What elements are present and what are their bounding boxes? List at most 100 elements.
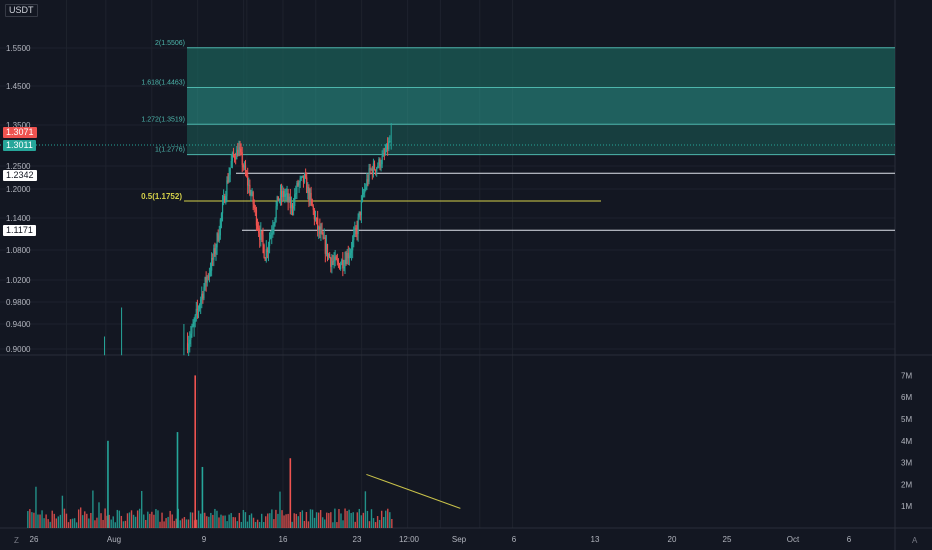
volume-bar bbox=[252, 517, 255, 528]
candle-body bbox=[344, 259, 346, 267]
candle-body bbox=[214, 248, 216, 254]
volume-bar bbox=[33, 512, 35, 528]
fib-zone-lower bbox=[187, 124, 895, 155]
fib-half-label: 0.5(1.1752) bbox=[141, 192, 182, 201]
volume-bar bbox=[61, 495, 64, 528]
fib-label: 1.272(1.3519) bbox=[141, 116, 185, 123]
candle-body bbox=[325, 244, 328, 254]
volume-bar bbox=[265, 516, 267, 528]
time-axis[interactable]: 26 Aug 9 16 23 12:00 Sep 6 13 20 25 Oct 6 bbox=[30, 535, 852, 544]
volume-bar bbox=[126, 513, 129, 528]
fibonacci-extension[interactable]: 2(1.5506) 1.618(1.4463) 1.272(1.3519) 1(1.2… bbox=[141, 40, 895, 202]
candle-body bbox=[337, 261, 340, 264]
volume-trendline-line[interactable] bbox=[366, 473, 461, 509]
volume-bar bbox=[368, 521, 371, 528]
volume-bar bbox=[120, 515, 123, 528]
candle-body bbox=[223, 195, 225, 203]
volume-bar-peak bbox=[176, 432, 179, 528]
candle-body bbox=[384, 151, 387, 154]
volume-bar bbox=[185, 519, 188, 528]
candle-body bbox=[291, 204, 294, 209]
candle-body bbox=[287, 193, 289, 202]
price-axis[interactable]: 1.5500 1.4500 1.3500 1.2500 1.2000 1.1400 1.08… bbox=[6, 44, 31, 354]
candle-body bbox=[215, 247, 217, 254]
z-icon[interactable]: Z bbox=[14, 536, 19, 545]
volume-bar bbox=[116, 509, 118, 528]
volume-tick-label: 7M bbox=[901, 371, 912, 380]
candle-body bbox=[297, 183, 299, 186]
candle-body bbox=[261, 230, 263, 235]
candle-body bbox=[216, 233, 218, 248]
price-tick-label: 1.2000 bbox=[6, 185, 31, 194]
candle-body bbox=[225, 196, 227, 203]
candle-body bbox=[237, 149, 239, 156]
volume-trendline[interactable] bbox=[366, 473, 461, 509]
volume-bar bbox=[287, 513, 289, 528]
candle-body bbox=[303, 174, 306, 182]
price-tick-label: 1.3500 bbox=[6, 121, 31, 130]
time-tick-label: 23 bbox=[353, 535, 362, 544]
candlestick-series bbox=[104, 123, 392, 357]
time-tick-label: 26 bbox=[30, 535, 39, 544]
volume-bar bbox=[218, 517, 220, 528]
volume-bar bbox=[360, 515, 363, 528]
fib-label: 1.618(1.4463) bbox=[141, 79, 185, 86]
volume-bar bbox=[181, 518, 184, 528]
volume-bar bbox=[29, 509, 31, 528]
volume-bar bbox=[362, 512, 365, 528]
candle-body bbox=[352, 240, 354, 251]
last-price-tag: 1.3071 bbox=[3, 127, 37, 138]
candle-body bbox=[371, 168, 373, 175]
volume-bar bbox=[285, 514, 287, 528]
volume-bar bbox=[141, 490, 143, 528]
currency-label: USDT bbox=[5, 4, 38, 17]
volume-bar bbox=[376, 516, 379, 528]
volume-bar bbox=[208, 516, 210, 528]
volume-bar bbox=[281, 510, 283, 528]
horizontal-levels[interactable] bbox=[0, 144, 895, 231]
candle-body bbox=[372, 163, 375, 175]
volume-bar bbox=[358, 508, 360, 528]
candle-body bbox=[366, 179, 368, 188]
volume-bar bbox=[330, 512, 332, 528]
candle-body bbox=[369, 168, 371, 170]
volume-bar bbox=[163, 521, 165, 528]
candle-body bbox=[272, 228, 274, 233]
volume-bar bbox=[153, 514, 155, 528]
candle-body bbox=[335, 256, 337, 260]
candle-body bbox=[343, 266, 345, 269]
volume-bar bbox=[334, 508, 336, 528]
volume-bar bbox=[258, 521, 261, 528]
volume-bar bbox=[92, 490, 94, 528]
candle-body bbox=[246, 173, 248, 176]
volume-bar bbox=[59, 514, 62, 528]
candle-body bbox=[380, 164, 382, 167]
candle-body bbox=[202, 293, 204, 299]
candle-body bbox=[378, 159, 380, 166]
candle-body bbox=[243, 165, 246, 168]
volume-bar bbox=[214, 508, 216, 528]
candle-body bbox=[190, 333, 192, 340]
candle-body bbox=[298, 182, 300, 186]
candle-body bbox=[228, 174, 230, 182]
volume-bar bbox=[102, 519, 104, 528]
price-tick-label: 0.9800 bbox=[6, 298, 31, 307]
volume-bar bbox=[313, 517, 316, 528]
candle-body bbox=[211, 257, 213, 271]
volume-bar bbox=[183, 517, 186, 528]
volume-bar bbox=[305, 512, 308, 528]
volume-bar bbox=[372, 518, 375, 528]
volume-bar bbox=[391, 518, 393, 528]
volume-bar bbox=[234, 517, 236, 528]
a-icon[interactable]: A bbox=[912, 536, 918, 545]
volume-bar bbox=[57, 516, 60, 528]
candle-body bbox=[236, 149, 238, 160]
second-price-tag: 1.3011 bbox=[3, 140, 36, 151]
candle-body bbox=[307, 186, 309, 193]
volume-bar bbox=[82, 515, 84, 528]
candle-body bbox=[250, 194, 252, 196]
volume-bar bbox=[49, 521, 51, 528]
candle-body bbox=[242, 164, 244, 168]
candle-body bbox=[389, 140, 391, 142]
